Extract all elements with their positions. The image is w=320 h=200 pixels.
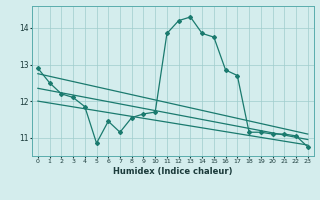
X-axis label: Humidex (Indice chaleur): Humidex (Indice chaleur): [113, 167, 233, 176]
